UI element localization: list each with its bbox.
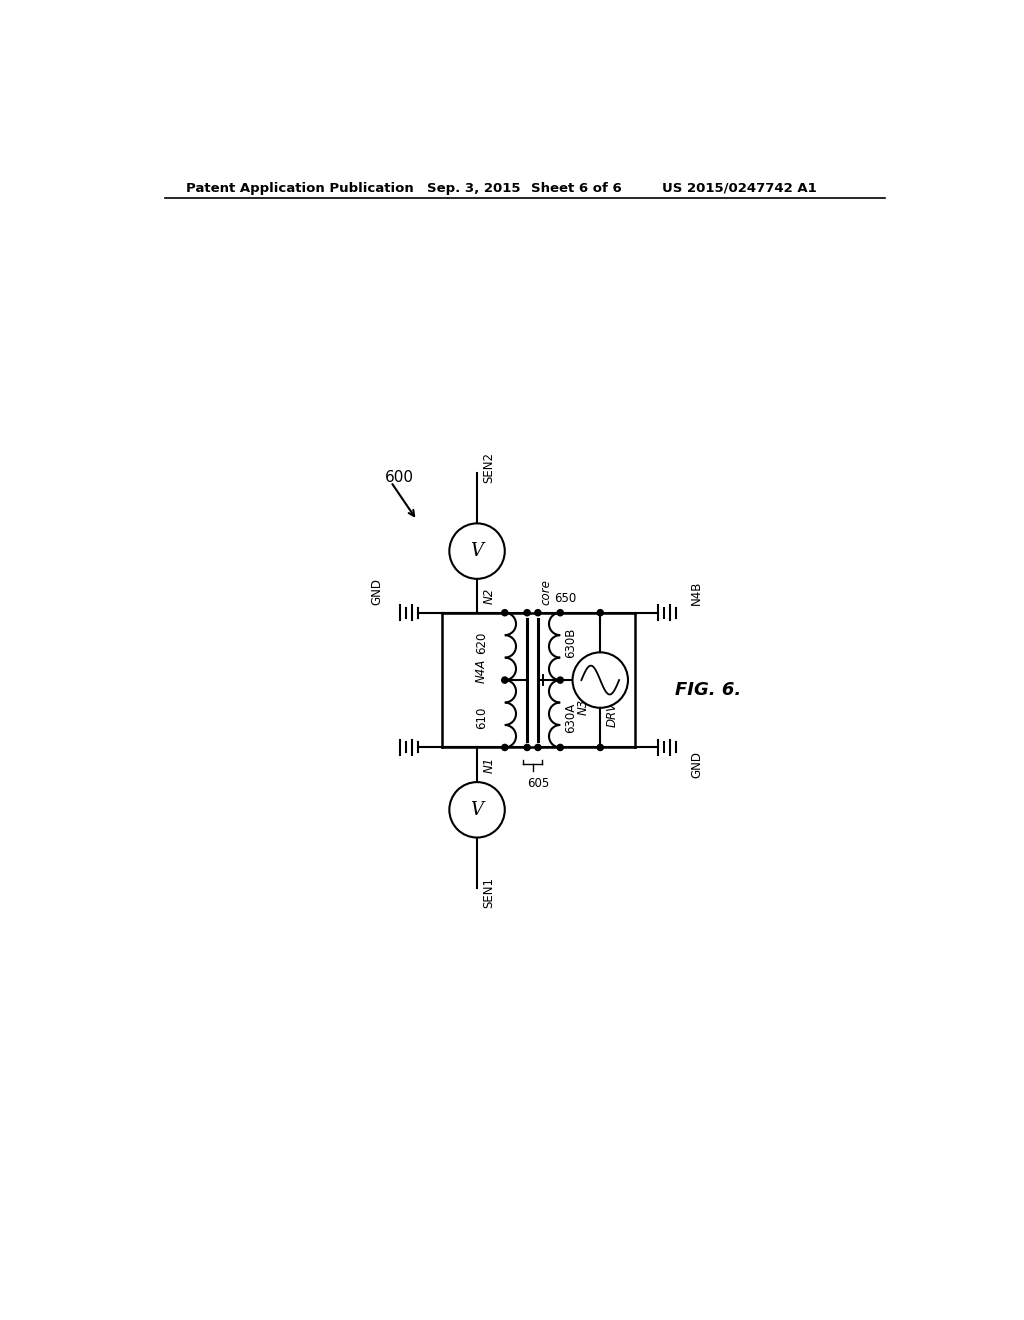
Circle shape: [502, 610, 508, 615]
Text: N4A: N4A: [475, 659, 487, 682]
Text: 610: 610: [475, 706, 487, 729]
Text: SEN1: SEN1: [482, 878, 496, 908]
Text: SEN2: SEN2: [482, 453, 496, 483]
Text: 650: 650: [554, 591, 577, 605]
Text: 630B: 630B: [564, 627, 578, 657]
Text: Sep. 3, 2015: Sep. 3, 2015: [427, 182, 520, 194]
Circle shape: [557, 744, 563, 751]
Text: GND: GND: [690, 751, 703, 779]
Circle shape: [450, 524, 505, 579]
Text: N3: N3: [578, 698, 590, 715]
Circle shape: [524, 744, 530, 751]
Circle shape: [557, 677, 563, 684]
Text: V: V: [471, 801, 483, 818]
Text: FIG. 6.: FIG. 6.: [675, 681, 741, 698]
Text: V: V: [471, 543, 483, 560]
Circle shape: [450, 781, 505, 838]
Circle shape: [597, 610, 603, 615]
Circle shape: [557, 610, 563, 615]
Text: 600: 600: [385, 470, 414, 486]
Circle shape: [535, 610, 541, 615]
Text: Sheet 6 of 6: Sheet 6 of 6: [531, 182, 622, 194]
Text: 620: 620: [475, 631, 487, 653]
Text: N2: N2: [482, 587, 496, 603]
Text: 630A: 630A: [564, 702, 578, 733]
Text: DRV: DRV: [605, 702, 618, 727]
Text: Patent Application Publication: Patent Application Publication: [186, 182, 414, 194]
Text: US 2015/0247742 A1: US 2015/0247742 A1: [662, 182, 816, 194]
Circle shape: [524, 610, 530, 615]
Text: N4B: N4B: [690, 581, 703, 605]
Circle shape: [502, 677, 508, 684]
Text: 605: 605: [527, 776, 550, 789]
Circle shape: [535, 744, 541, 751]
Text: GND: GND: [371, 578, 383, 605]
Text: core: core: [540, 579, 552, 605]
Circle shape: [572, 652, 628, 708]
Text: N1: N1: [482, 756, 496, 772]
Circle shape: [502, 744, 508, 751]
Circle shape: [597, 744, 603, 751]
